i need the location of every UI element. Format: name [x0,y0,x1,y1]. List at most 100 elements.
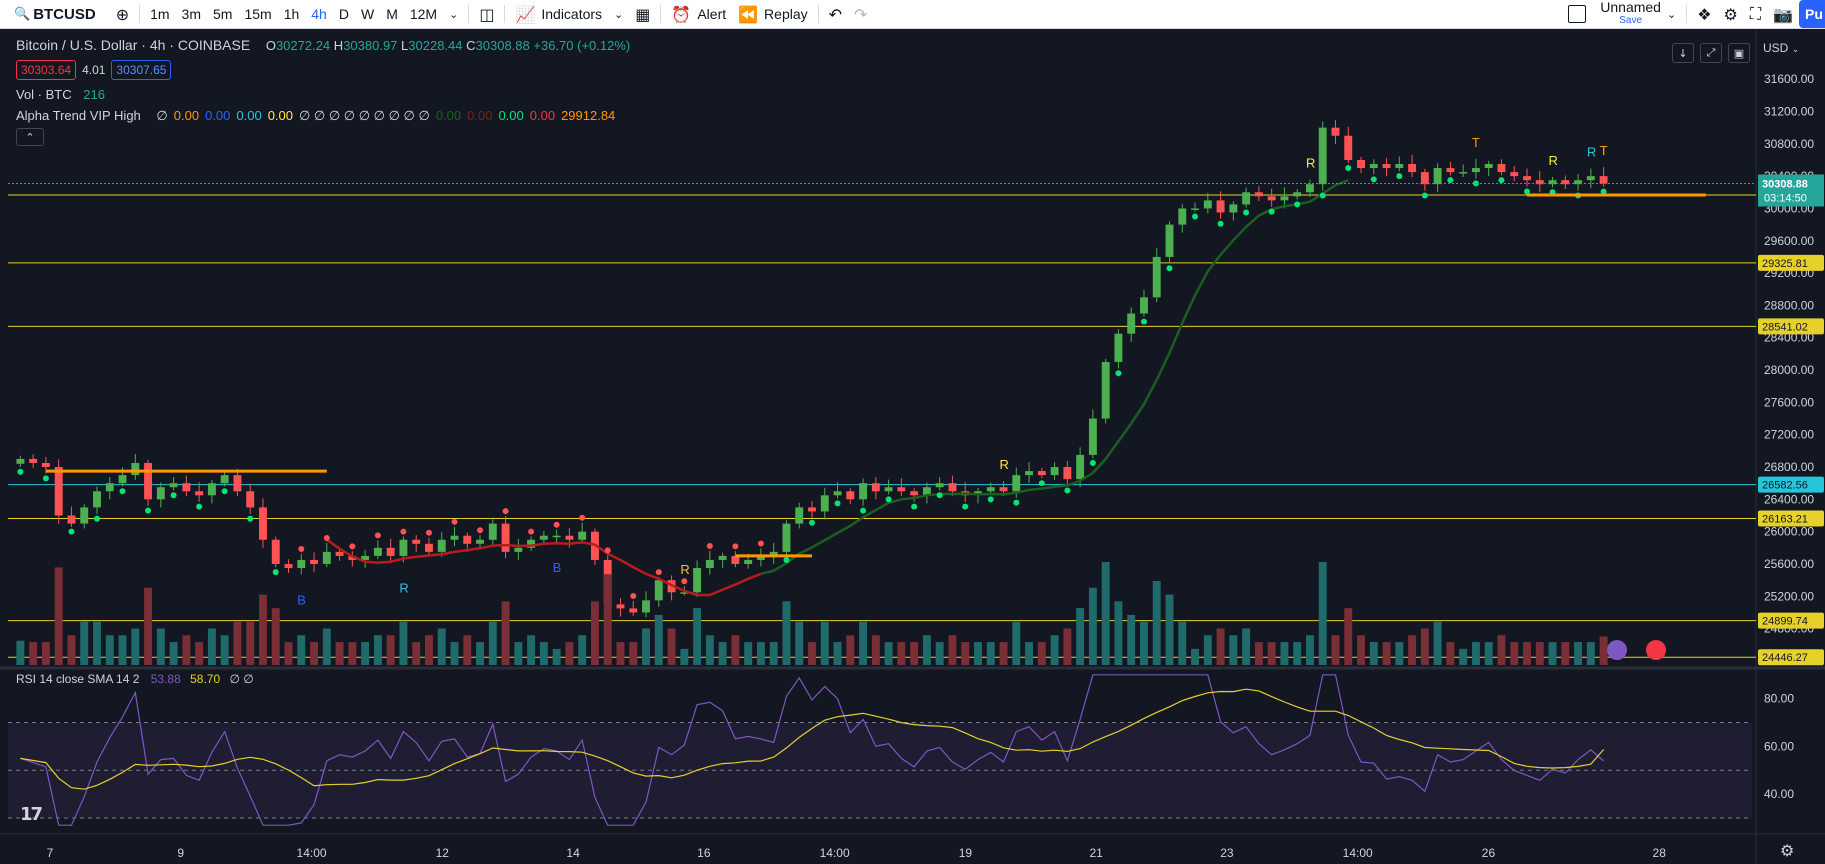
symbol-search-button[interactable]: 🔍 BTCUSD [0,0,102,29]
candle-body [195,491,204,496]
volume-bar [233,621,242,665]
signal-label: R [399,580,408,595]
price-tick-label: 31600.00 [1764,72,1814,86]
snapshot-button[interactable]: 📷 [1767,0,1799,29]
collapse-legend-button[interactable]: ⌃ [16,128,44,146]
interval-5m[interactable]: 5m [213,6,233,22]
indicators-button[interactable]: 📈 Indicators ⌄ [509,0,629,29]
main-series-legend[interactable]: Bitcoin / U.S. Dollar · 4h · COINBASE O3… [16,37,630,53]
trailing-stop-dot [962,503,969,510]
alpha-trend-legend[interactable]: Alpha Trend VIP High ∅ 0.00 0.00 0.00 0.00 ∅ … [16,108,621,124]
currency-selector[interactable]: USD ⌄ [1763,41,1799,55]
volume-label: Vol · BTC [16,87,72,102]
maximize-pane-button[interactable]: ⤢ [1700,43,1722,63]
interval-m[interactable]: M [386,6,398,22]
interval-d[interactable]: D [338,6,349,22]
interval-1m[interactable]: 1m [150,6,170,22]
volume-bar [1088,587,1097,665]
redo-button[interactable]: ↷ [848,0,873,29]
alpha-value: 0.00 [173,108,200,123]
restore-pane-button[interactable]: ▣ [1728,43,1750,63]
tradingview-logo[interactable]: 17 [20,804,43,825]
trailing-stop-dot [757,540,764,547]
candle-body [693,568,702,593]
candle-body [1433,168,1442,185]
interval-12m[interactable]: 12M [409,6,438,22]
candle-body [999,487,1008,492]
trailing-stop-dot [349,543,356,550]
candle-body [1395,164,1404,169]
rsi-legend[interactable]: RSI 14 close SMA 14 2 53.88 58.70 ∅ ∅ [16,672,254,686]
alpha-value: 0.00 [529,108,556,123]
sell-button[interactable]: 30303.64 [16,60,77,80]
trailing-stop-dot [272,569,279,576]
publish-button[interactable]: Pu [1799,0,1825,28]
volume-bar [348,642,357,665]
interval-15m[interactable]: 15m [244,6,272,22]
volume-bar [1446,642,1455,665]
volume-bar [616,642,625,665]
quick-search-button[interactable]: ❖ [1691,0,1717,29]
interval-dropdown-button[interactable]: ⌄ [443,0,464,29]
candle-body [629,608,638,613]
volume-bar [259,594,267,665]
series-title: Bitcoin / U.S. Dollar · 4h · COINBASE [16,37,251,53]
volume-bar [16,640,25,665]
fullscreen-button[interactable]: ⛶ [1744,0,1767,29]
alert-label: Alert [697,6,727,22]
alert-button[interactable]: ⏰ Alert [665,0,732,29]
templates-button[interactable]: ▦ [629,0,656,29]
volume-bar [386,635,395,665]
replay-button[interactable]: ⏪ Replay [732,0,814,29]
candle-body [1076,454,1085,480]
settings-button[interactable]: ⚙ [1718,0,1744,29]
candle-body [425,543,433,552]
volume-bar [974,642,982,665]
volume-bar [1586,642,1595,665]
candle-body [833,491,842,496]
chart-area[interactable]: 31600.0031200.0030800.0030400.0030000.00… [0,29,1825,864]
volume-bar [182,635,191,665]
fullscreen-icon: ⛶ [1749,4,1762,23]
candle-body [846,491,855,500]
alpha-value: 0.00 [236,108,262,123]
signal-label: R [1549,153,1558,168]
candle-body [1267,196,1276,201]
volume-bar [1305,635,1314,665]
volume-bar [578,635,587,665]
signal-label: T [1600,143,1608,158]
interval-w[interactable]: W [360,6,375,22]
time-axis-settings-button[interactable]: ⚙ [1780,841,1794,860]
volume-legend[interactable]: Vol · BTC 216 [16,87,105,102]
buy-button[interactable]: 30307.65 [111,60,172,80]
price-tick-label: 26800.00 [1764,460,1814,474]
candle-body [322,551,331,564]
layout-button[interactable]: Unnamed Save ⌄ [1562,0,1682,29]
level-price-label: 24446.27 [1762,652,1808,664]
signal-label: R [1306,156,1315,171]
undo-button[interactable]: ↶ [823,0,848,29]
candle-body [654,580,663,601]
scroll-down-button[interactable]: ↓ [1672,43,1694,63]
volume-bar [565,642,574,665]
rsi-tick-label: 60.00 [1764,739,1794,753]
compare-button[interactable]: ⊕ [110,0,135,29]
volume-bar [961,642,970,665]
candle-body [476,539,484,544]
volume-bar [859,621,868,665]
volume-bar [1382,642,1391,665]
candle-body [1586,176,1595,181]
trailing-stop-dot [809,519,815,526]
volume-bar [846,635,855,665]
interval-1h[interactable]: 1h [283,6,300,22]
interval-3m[interactable]: 3m [181,6,201,22]
volume-bar [399,621,408,665]
chart-type-button[interactable]: ◫ [473,0,500,29]
chart-canvas[interactable]: 31600.0031200.0030800.0030400.0030000.00… [0,29,1825,864]
trailing-stop-dot [1294,201,1301,208]
time-tick-label: 14:00 [297,846,327,860]
trailing-stop-dot [987,496,994,503]
volume-bar [1408,635,1417,665]
interval-4h[interactable]: 4h [311,6,327,22]
trailing-stop-dot [298,545,305,552]
